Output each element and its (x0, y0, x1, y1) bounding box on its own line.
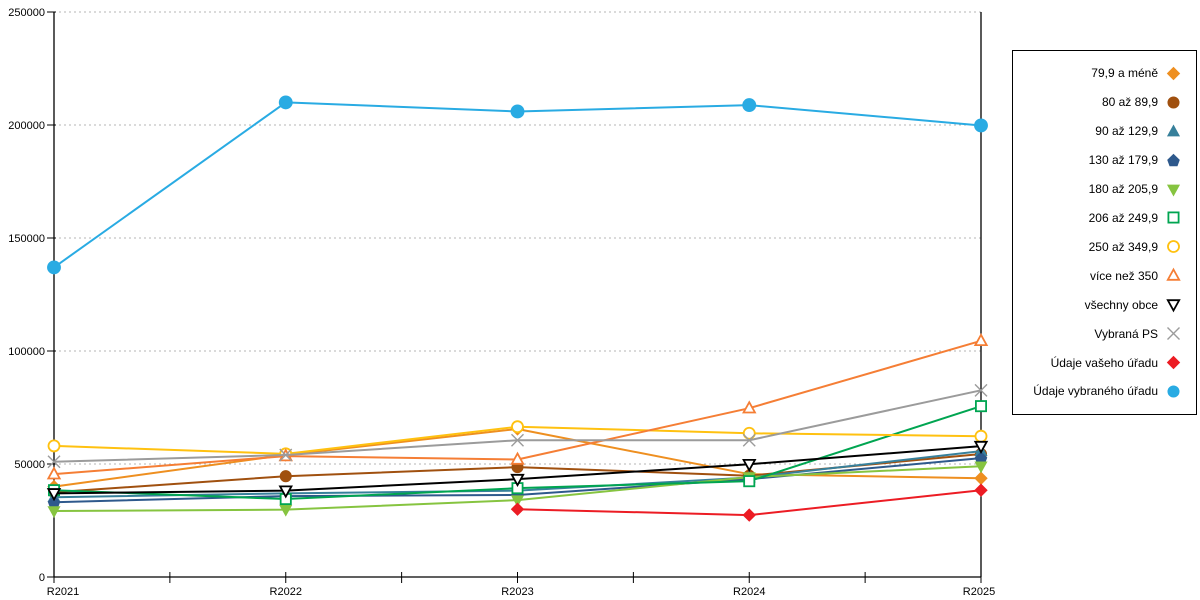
legend-item: Vybraná PS (1019, 325, 1182, 342)
legend-item-label: více než 350 (1089, 268, 1158, 283)
triangle-down-open-marker-icon (1166, 299, 1181, 313)
x-axis-label: R2023 (501, 586, 533, 598)
triangle-down-open-marker-icon (742, 459, 757, 473)
legend-item: všechny obce (1019, 296, 1182, 313)
x-marker-icon (974, 383, 988, 397)
legend-item-label: Vybraná PS (1094, 326, 1158, 341)
circle-marker-icon (1167, 96, 1180, 109)
circle-marker-icon (278, 95, 293, 110)
triangle-up-open-marker-icon (973, 332, 989, 347)
triangle-down-marker-icon (974, 461, 988, 474)
legend-item-label: 180 až 205,9 (1088, 182, 1158, 197)
triangle-down-open-marker-icon (973, 440, 989, 455)
circle-open-marker-icon (974, 429, 988, 443)
x-axis-label: R2022 (270, 586, 302, 598)
legend-item: více než 350 (1019, 267, 1182, 284)
diamond-marker-icon (1166, 66, 1181, 81)
circle-open-marker-icon (47, 439, 61, 453)
legend-item: Údaje vybraného úřadu (1019, 383, 1182, 400)
legend-item: 130 až 179,9 (1019, 152, 1182, 169)
triangle-up-open-marker-icon (1166, 267, 1181, 282)
legend-item: 90 až 129,9 (1019, 123, 1182, 140)
square-open-marker-icon (1167, 211, 1180, 224)
circle-open-marker-icon (1167, 240, 1180, 254)
circle-open-marker-icon (742, 426, 756, 440)
x-marker-icon (47, 455, 61, 469)
legend-item-label: 250 až 349,9 (1088, 239, 1158, 254)
circle-marker-icon (974, 118, 988, 133)
circle-marker-icon (47, 260, 61, 275)
legend-item: 206 až 249,9 (1019, 209, 1182, 226)
pentagon-marker-icon (1167, 153, 1180, 166)
square-open-marker-icon (1167, 211, 1180, 224)
chart-legend: 79,9 a méně 80 až 89,9 90 až 129,9 130 až 1… (1012, 50, 1197, 415)
legend-item-label: 90 až 129,9 (1095, 124, 1158, 139)
legend-item: 80 až 89,9 (1019, 94, 1182, 111)
diamond-marker-icon (974, 471, 988, 485)
triangle-down-marker-icon (510, 495, 525, 508)
legend-item-label: 130 až 179,9 (1088, 153, 1158, 168)
triangle-down-open-marker-icon (46, 488, 62, 502)
triangle-down-marker-icon (279, 504, 293, 517)
legend-item: 250 až 349,9 (1019, 238, 1182, 255)
legend-item-label: 206 až 249,9 (1088, 210, 1158, 225)
x-marker-icon (279, 448, 293, 462)
x-axis-label: R2021 (47, 586, 79, 598)
circle-open-marker-icon (1167, 240, 1180, 254)
diamond-marker-icon (1166, 355, 1181, 370)
x-marker-icon (742, 433, 756, 447)
legend-item-label: Údaje vašeho úřadu (1050, 355, 1158, 370)
circle-marker-icon (742, 98, 757, 113)
x-marker-icon (511, 433, 524, 447)
circle-marker-icon (1167, 385, 1180, 398)
circle-marker-icon (279, 470, 292, 483)
legend-item: 79,9 a méně (1019, 65, 1182, 82)
y-axis-label: 0 (39, 572, 45, 584)
triangle-down-open-marker-icon (278, 485, 293, 499)
y-axis-label: 200000 (8, 120, 45, 132)
x-axis-label: R2025 (963, 586, 995, 598)
x-axis-label: R2024 (733, 586, 765, 598)
series-line-11 (53, 101, 982, 269)
legend-item: 180 až 205,9 (1019, 181, 1182, 198)
circle-open-marker-icon (511, 420, 524, 434)
triangle-down-marker-icon (47, 506, 61, 519)
triangle-down-open-marker-icon (1166, 299, 1181, 313)
pentagon-marker-icon (1167, 153, 1180, 166)
diamond-marker-icon (742, 508, 756, 522)
y-axis-label: 50000 (14, 459, 45, 471)
diamond-marker-icon (1166, 355, 1181, 370)
triangle-up-open-marker-icon (1166, 267, 1181, 282)
triangle-up-marker-icon (1166, 124, 1181, 137)
legend-item: Údaje vašeho úřadu (1019, 354, 1182, 371)
square-open-marker-icon (743, 475, 756, 488)
circle-marker-icon (1167, 96, 1180, 109)
triangle-down-marker-icon (1166, 184, 1181, 197)
y-axis-label: 150000 (8, 233, 45, 245)
triangle-up-open-marker-icon (742, 400, 757, 414)
legend-item-label: 80 až 89,9 (1101, 95, 1158, 110)
triangle-up-marker-icon (1166, 124, 1181, 137)
triangle-up-open-marker-icon (510, 451, 525, 465)
legend-item-label: všechny obce (1084, 297, 1158, 312)
triangle-up-open-marker-icon (46, 466, 62, 480)
x-marker-icon (1167, 327, 1180, 341)
y-axis-label: 250000 (8, 7, 45, 19)
circle-marker-icon (1167, 385, 1180, 398)
x-marker-icon (1167, 327, 1180, 341)
diamond-marker-icon (1166, 66, 1181, 81)
diamond-marker-icon (974, 483, 988, 497)
y-axis-label: 100000 (8, 346, 45, 358)
legend-item-label: Údaje vybraného úřadu (1033, 384, 1158, 399)
diamond-marker-icon (510, 502, 525, 516)
circle-marker-icon (510, 104, 525, 119)
triangle-down-marker-icon (1166, 184, 1181, 197)
legend-item-label: 79,9 a méně (1091, 66, 1158, 81)
triangle-down-open-marker-icon (510, 473, 525, 488)
square-open-marker-icon (975, 400, 988, 413)
